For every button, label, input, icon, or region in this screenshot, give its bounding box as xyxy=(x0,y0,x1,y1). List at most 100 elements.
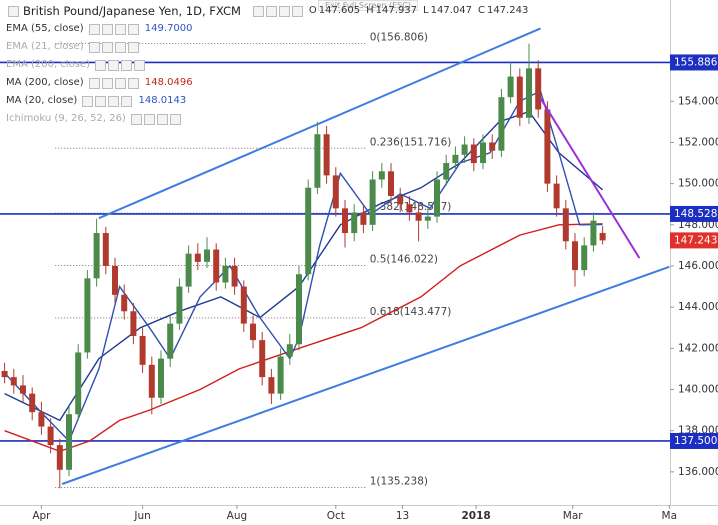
exit-fullscreen[interactable]: Exit Full Screen (ESC) xyxy=(318,0,418,11)
indicator-name: EMA (55, close) xyxy=(6,23,84,34)
icon[interactable] xyxy=(157,113,169,125)
icon[interactable] xyxy=(170,113,182,125)
candle-body xyxy=(1,370,8,378)
y-tick-label: 152.000 xyxy=(678,136,718,148)
candle-body xyxy=(516,76,523,118)
icon[interactable] xyxy=(114,41,126,53)
candle-body xyxy=(452,154,459,164)
legend: British Pound/Japanese Yen, 1D, FXCM O 14… xyxy=(6,2,528,128)
candle-body xyxy=(553,183,560,209)
candle-body xyxy=(461,144,468,155)
fib-label: 0.236(151.716) xyxy=(370,136,452,148)
icon[interactable] xyxy=(127,77,139,89)
candle-body xyxy=(572,241,579,271)
price-tag xyxy=(670,232,718,249)
indicator-value: 148.0143 xyxy=(138,95,187,106)
indicator-name: EMA (200, close) xyxy=(6,59,90,70)
icon[interactable] xyxy=(95,59,107,71)
icon[interactable] xyxy=(134,59,146,71)
symbol-title: British Pound/Japanese Yen, 1D, FXCM xyxy=(23,4,241,18)
candle-body xyxy=(424,216,431,221)
icon[interactable] xyxy=(88,23,100,35)
candle-body xyxy=(581,245,588,271)
candle-body xyxy=(130,311,137,336)
y-tick-label: 144.000 xyxy=(678,301,718,313)
candle-body xyxy=(176,286,183,324)
icon[interactable] xyxy=(88,41,100,53)
icon[interactable] xyxy=(101,77,113,89)
candle-body xyxy=(75,352,82,415)
candle-body xyxy=(406,204,413,213)
ohlc-value: 147.605 xyxy=(318,5,361,16)
ohlc-value: 147.047 xyxy=(430,5,472,16)
candle-body xyxy=(204,249,211,262)
icon[interactable] xyxy=(265,5,277,17)
candle-body xyxy=(38,412,45,427)
icon[interactable] xyxy=(252,5,264,17)
candle-body xyxy=(102,233,109,266)
candle-body xyxy=(167,323,174,359)
icon[interactable] xyxy=(108,59,120,71)
x-tick-label: 13 xyxy=(396,510,409,522)
candle-body xyxy=(158,358,165,398)
indicator-row-hidden: EMA (200, close) xyxy=(6,56,528,74)
x-tick-label: Apr xyxy=(32,510,51,522)
icon[interactable] xyxy=(121,95,133,107)
candle-body xyxy=(480,142,487,164)
fib-label: 0.618(143.477) xyxy=(370,306,452,318)
candle-body xyxy=(268,377,275,394)
icon[interactable] xyxy=(88,77,100,89)
candle-body xyxy=(305,187,312,275)
candle-body xyxy=(148,364,155,398)
candle-body xyxy=(222,265,229,283)
collapse-icon[interactable] xyxy=(8,5,19,17)
candle-body xyxy=(489,142,496,151)
ohlc-value: 147.937 xyxy=(375,5,418,16)
indicator-name: MA (200, close) xyxy=(6,77,84,88)
candle-body xyxy=(47,426,54,446)
ohlc-key: H xyxy=(366,5,374,16)
candle-body xyxy=(231,265,238,287)
candle-body xyxy=(121,294,128,312)
candle-body xyxy=(10,377,17,386)
icon[interactable] xyxy=(108,95,120,107)
y-tick-label: 140.000 xyxy=(678,384,718,396)
candle-body xyxy=(213,249,220,283)
candle-body xyxy=(296,274,303,345)
candle-body xyxy=(360,212,367,225)
indicator-row: MA (20, close) 148.0143 xyxy=(6,92,528,110)
icon[interactable] xyxy=(95,95,107,107)
price-tag xyxy=(670,205,718,222)
candle-body xyxy=(139,335,146,365)
ohlc-value: 147.243 xyxy=(486,5,529,16)
indicator-line xyxy=(4,223,603,453)
icon[interactable] xyxy=(82,95,94,107)
candle-body xyxy=(84,278,91,353)
trendline xyxy=(61,265,670,485)
x-tick-label: 2018 xyxy=(461,510,490,522)
candle-body xyxy=(332,175,339,209)
icon[interactable] xyxy=(278,5,290,17)
candle-body xyxy=(112,265,119,295)
icon[interactable] xyxy=(114,77,126,89)
icon[interactable] xyxy=(127,23,139,35)
candle-body xyxy=(507,76,514,98)
icon[interactable] xyxy=(121,59,133,71)
icon[interactable] xyxy=(291,5,303,17)
icon[interactable] xyxy=(131,113,143,125)
x-tick-label: Oct xyxy=(327,510,345,522)
icon[interactable] xyxy=(127,41,139,53)
candle-body xyxy=(240,286,247,324)
trendline xyxy=(539,97,641,259)
y-tick-label: 150.000 xyxy=(678,178,718,190)
icon[interactable] xyxy=(144,113,156,125)
icon[interactable] xyxy=(114,23,126,35)
candle-body xyxy=(470,144,477,164)
y-tick-label: 154.000 xyxy=(678,95,718,107)
fib-label: 1(135.238) xyxy=(370,476,428,488)
indicator-value: 149.7000 xyxy=(144,23,193,34)
icon[interactable] xyxy=(101,41,113,53)
icon[interactable] xyxy=(101,23,113,35)
axes: 136.000138.000140.000142.000144.000146.0… xyxy=(32,54,718,522)
